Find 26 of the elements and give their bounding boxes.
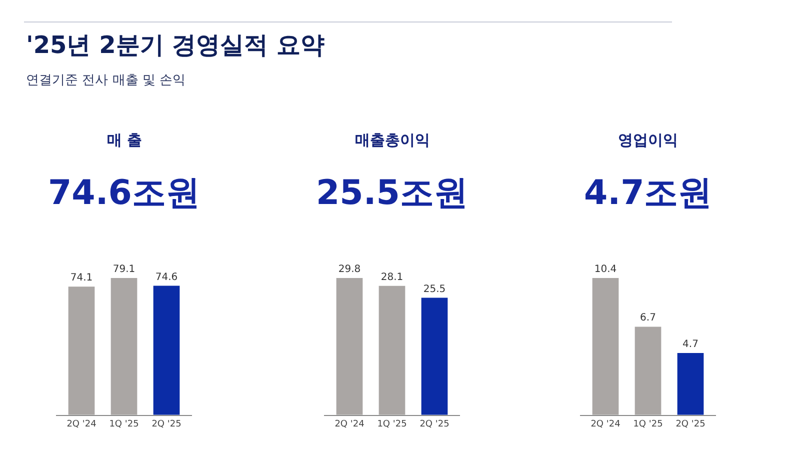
data-label: 79.1 — [112, 264, 136, 276]
x-tick-label: 1Q '25 — [377, 420, 407, 430]
data-label: 74.1 — [70, 272, 93, 284]
x-tick-label: 2Q '24 — [334, 420, 365, 430]
x-tick-label: 1Q '25 — [633, 420, 663, 430]
x-tick-label: 2Q '25 — [676, 420, 706, 430]
x-tick-label: 2Q '24 — [590, 420, 621, 430]
chart-title: 매출총이익 — [355, 131, 430, 149]
data-label: 25.5 — [423, 284, 446, 295]
data-label: 6.7 — [640, 312, 656, 324]
chart-subtitle: 74.6조원 — [48, 173, 200, 213]
data-label: 74.6 — [155, 272, 178, 283]
data-label: 28.1 — [380, 272, 404, 283]
chart-subtitle: 25.5조원 — [316, 173, 468, 213]
text: '25년 2분기 경영실적 요약 — [26, 31, 325, 59]
text: 연결기준 전사 매출 및 손익 — [26, 73, 186, 88]
chart-subtitle: 4.7조원 — [584, 173, 712, 213]
chart-title: 매 출 — [107, 131, 142, 149]
x-tick-label: 2Q '25 — [420, 420, 450, 430]
data-label: 10.4 — [594, 264, 617, 276]
data-label: 4.7 — [682, 339, 698, 350]
data-label: 29.8 — [338, 264, 361, 276]
x-tick-label: 2Q '24 — [66, 420, 97, 430]
x-tick-label: 1Q '25 — [109, 420, 139, 430]
x-tick-label: 2Q '25 — [152, 420, 182, 430]
chart-title: 영업이익 — [618, 131, 678, 149]
